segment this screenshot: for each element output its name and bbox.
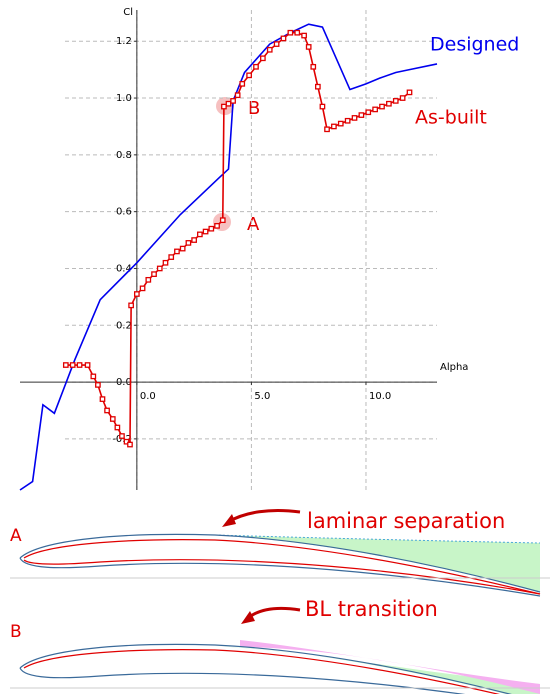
point	[365, 109, 372, 116]
x-tick-label: 0.0	[140, 391, 156, 402]
x-tick-label: 5.0	[254, 391, 270, 402]
point	[239, 80, 246, 87]
point	[185, 240, 192, 246]
point	[294, 29, 301, 36]
point	[119, 433, 125, 439]
point	[69, 362, 76, 368]
point	[358, 112, 365, 118]
point	[324, 126, 330, 133]
point	[134, 291, 140, 297]
legend-label: Designed	[430, 34, 519, 56]
point	[151, 271, 157, 277]
point	[260, 55, 266, 62]
point	[179, 245, 186, 252]
airfoil-b	[10, 606, 550, 694]
y-axis-label: Cl	[123, 7, 133, 18]
separation-region	[215, 535, 540, 592]
y-tick-label: 0.8	[116, 150, 132, 161]
point	[104, 407, 110, 414]
legend-label: As-built	[415, 107, 487, 129]
streamline	[23, 559, 541, 595]
point	[191, 237, 197, 243]
point	[114, 424, 121, 431]
point	[372, 106, 378, 113]
lower-surface	[19, 557, 541, 597]
point	[99, 396, 106, 402]
point	[84, 362, 91, 368]
point	[128, 302, 134, 309]
point	[351, 115, 358, 121]
panel-caption: laminar separation	[307, 509, 505, 533]
point	[219, 217, 226, 224]
point	[156, 265, 163, 272]
point	[225, 100, 232, 107]
point	[253, 63, 259, 70]
point	[287, 29, 294, 36]
annotation-b: B	[248, 98, 260, 119]
arrow-head	[222, 514, 236, 527]
point	[202, 228, 209, 235]
point	[76, 362, 83, 368]
point	[214, 223, 220, 229]
point	[145, 276, 152, 283]
x-axis-label: Alpha	[440, 362, 468, 373]
point	[234, 92, 241, 99]
point	[221, 103, 227, 110]
point	[301, 32, 307, 39]
point	[174, 248, 180, 255]
point	[90, 373, 97, 380]
x-tick-label: 10.0	[369, 391, 391, 402]
point	[392, 98, 399, 104]
point	[95, 382, 101, 388]
y-tick-label: 1.2	[116, 36, 132, 47]
point	[109, 416, 116, 422]
y-tick-label: 1.0	[116, 93, 132, 104]
point	[305, 44, 312, 50]
point	[273, 41, 280, 47]
lower-surface	[19, 667, 466, 694]
y-tick-label: 0.6	[116, 207, 132, 218]
point	[379, 103, 385, 110]
y-tick-label: -0.2	[112, 434, 132, 445]
point	[139, 285, 146, 292]
panel-caption: BL transition	[305, 597, 438, 621]
annotation-a: A	[247, 214, 260, 235]
point	[386, 100, 392, 107]
point	[406, 89, 413, 96]
streamline	[23, 539, 541, 595]
point	[337, 120, 344, 127]
arrow	[247, 606, 301, 620]
point	[399, 95, 406, 101]
point	[162, 259, 169, 266]
point	[230, 98, 236, 104]
panel-label: A	[10, 526, 22, 546]
point	[246, 72, 252, 79]
series-line	[19, 23, 438, 491]
transition-region	[240, 640, 540, 694]
point	[266, 46, 273, 53]
point	[197, 231, 203, 238]
bl-edge	[214, 534, 541, 544]
point	[127, 441, 133, 448]
point	[331, 123, 337, 130]
point	[280, 35, 287, 42]
y-tick-label: 0.2	[116, 320, 132, 331]
airfoil-a	[10, 508, 550, 597]
point	[62, 362, 69, 368]
upper-surface	[19, 533, 541, 593]
panel-label: B	[10, 622, 22, 642]
point	[344, 117, 351, 124]
point	[310, 63, 317, 70]
point	[208, 225, 215, 232]
streamline	[23, 649, 500, 694]
arrow	[227, 508, 301, 524]
upper-surface	[19, 643, 512, 694]
point	[319, 103, 326, 110]
point	[168, 254, 175, 260]
y-tick-label: 0.4	[116, 263, 132, 274]
arrow-head	[241, 611, 255, 624]
point	[315, 83, 321, 90]
